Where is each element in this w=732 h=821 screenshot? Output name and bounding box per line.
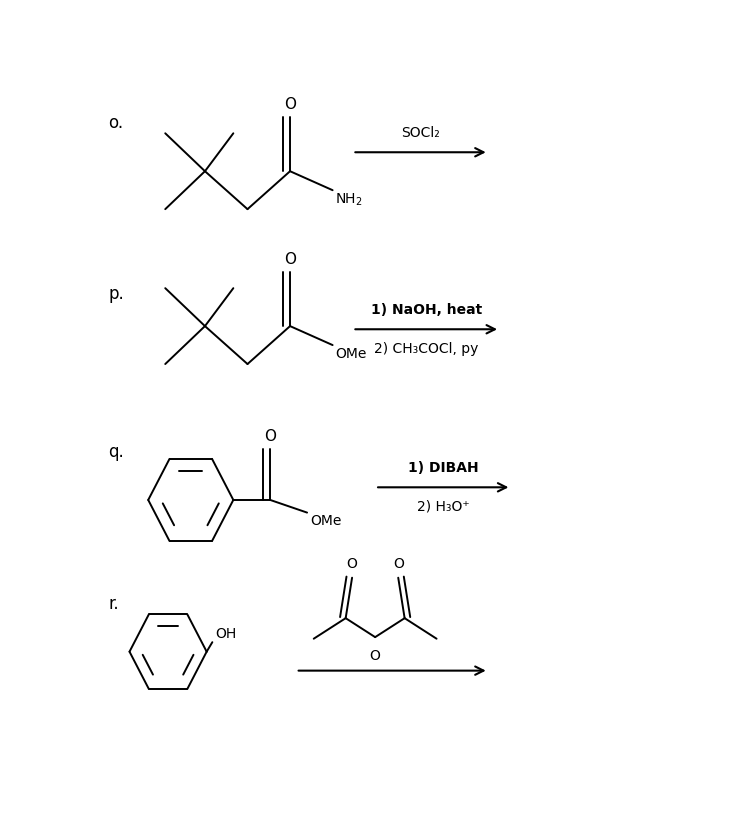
Text: O: O bbox=[264, 429, 276, 444]
Text: O: O bbox=[284, 98, 296, 112]
Text: p.: p. bbox=[108, 285, 124, 303]
Text: r.: r. bbox=[108, 594, 119, 612]
Text: NH$_2$: NH$_2$ bbox=[335, 192, 363, 209]
Text: SOCl₂: SOCl₂ bbox=[401, 126, 440, 140]
Text: O: O bbox=[284, 252, 296, 268]
Text: 2) CH₃COCl, py: 2) CH₃COCl, py bbox=[374, 342, 479, 356]
Text: OH: OH bbox=[216, 627, 237, 641]
Text: 1) NaOH, heat: 1) NaOH, heat bbox=[370, 303, 482, 317]
Text: O: O bbox=[393, 557, 403, 571]
Text: O: O bbox=[347, 557, 357, 571]
Text: OMe: OMe bbox=[310, 515, 341, 529]
Text: o.: o. bbox=[108, 114, 124, 132]
Text: q.: q. bbox=[108, 443, 124, 461]
Text: O: O bbox=[370, 649, 381, 663]
Text: 1) DIBAH: 1) DIBAH bbox=[408, 461, 479, 475]
Text: 2) H₃O⁺: 2) H₃O⁺ bbox=[417, 500, 469, 514]
Text: OMe: OMe bbox=[335, 347, 367, 361]
